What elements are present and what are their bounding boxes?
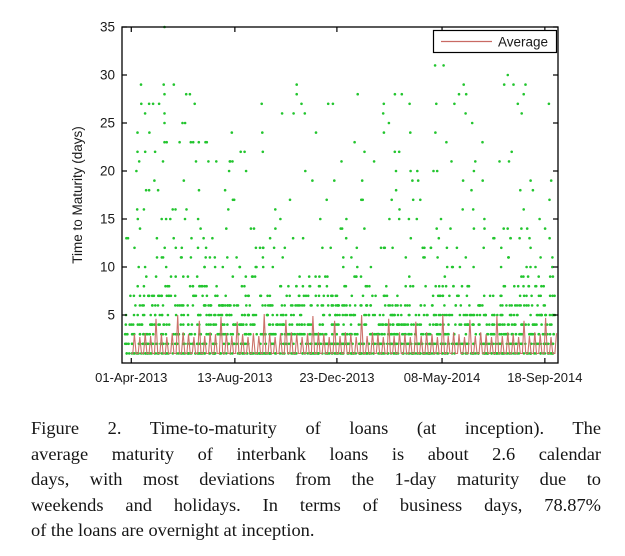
caption-line: average maturity of interbank loans is a…: [31, 443, 601, 464]
legend: Average: [432, 29, 558, 54]
axes-box: [121, 26, 559, 364]
y-tick-label: 5: [107, 308, 115, 323]
x-tick-label: 01-Apr-2013: [95, 370, 167, 385]
y-tick-label: 25: [100, 116, 115, 131]
average-line: [131, 313, 558, 354]
y-axis-title: Time to Maturity (days): [70, 126, 85, 264]
scatter-points: [123, 25, 557, 355]
y-tick-label: 30: [100, 68, 115, 83]
scatter-chart: 5 10 15 20 25 30 35 01-Apr-2013 13-Aug-2013 23-De…: [70, 20, 582, 386]
figure-caption: Figure 2. Time-to-maturity of loans (at …: [31, 416, 601, 544]
caption-line: days, with most deviations from the 1-da…: [31, 469, 601, 490]
x-tick-label: 23-Dec-2013: [299, 370, 374, 385]
y-tick-label: 15: [100, 212, 115, 227]
legend-label: Average: [498, 35, 548, 50]
y-tick-label: 10: [100, 260, 115, 275]
legend-box: [432, 29, 558, 54]
y-axis: 5 10 15 20 25 30 35: [100, 20, 558, 323]
x-tick-label: 18-Sep-2014: [507, 370, 582, 385]
x-tick-label: 08-May-2014: [404, 370, 481, 385]
y-tick-label: 35: [100, 20, 115, 35]
x-axis: 01-Apr-2013 13-Aug-2013 23-Dec-2013 08-May-…: [95, 27, 582, 385]
caption-line: of the loans are overnight at inception.: [31, 520, 315, 541]
caption-line: Figure 2. Time-to-maturity of loans (at …: [31, 418, 601, 438]
caption-line: weekends and holidays. In terms of busin…: [31, 494, 601, 515]
maturity-chart: 5 10 15 20 25 30 35 01-Apr-2013 13-Aug-2013 23-De…: [70, 20, 582, 386]
y-tick-label: 20: [100, 164, 115, 179]
x-tick-label: 13-Aug-2013: [197, 370, 272, 385]
